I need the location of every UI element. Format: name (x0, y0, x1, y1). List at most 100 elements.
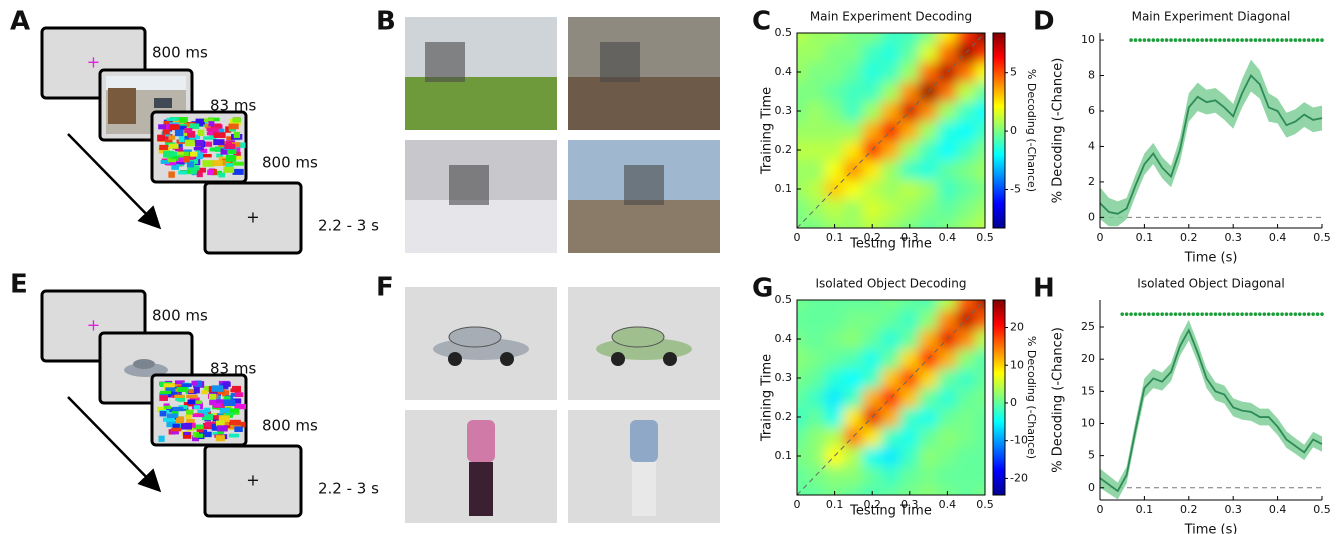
noise (174, 395, 184, 398)
heat-cell (938, 368, 958, 389)
heat-cell (844, 387, 864, 408)
noise (159, 145, 168, 150)
significance-dot (1298, 312, 1302, 316)
x-tick-label: 0.3 (1224, 503, 1242, 516)
y-axis-label: % Decoding (-Chance) (1051, 58, 1066, 204)
heat-cell (844, 198, 864, 219)
noise (186, 410, 194, 415)
y-tick-label: 0.3 (775, 104, 793, 117)
y-tick-label: 0.2 (775, 143, 793, 156)
noise (226, 155, 236, 162)
noise (157, 135, 165, 141)
mean-line (1100, 330, 1322, 491)
heat-cell (862, 446, 882, 467)
heat-cell (919, 368, 939, 389)
noise (167, 118, 178, 121)
noise (205, 432, 212, 437)
significance-dot (1214, 312, 1218, 316)
heat-cell (825, 329, 845, 350)
heat-cell (919, 407, 939, 428)
heat-cell (825, 62, 845, 83)
x-tick-label: 0.4 (939, 231, 957, 244)
heat-cell (862, 465, 882, 486)
heat-cell (806, 348, 826, 369)
heat-cell (919, 446, 939, 467)
x-tick-label: 0.4 (1269, 503, 1287, 516)
significance-dot (1227, 38, 1231, 42)
heat-cell (956, 407, 976, 428)
panel-label: A (10, 7, 30, 37)
scene-ground (405, 77, 557, 130)
heat-cell (881, 62, 901, 83)
heat-cell (825, 407, 845, 428)
significance-dot (1178, 312, 1182, 316)
significance-dot (1254, 38, 1258, 42)
heat-cell (844, 81, 864, 102)
significance-dot (1262, 312, 1266, 316)
noise (203, 136, 213, 139)
heat-cell (881, 179, 901, 200)
noise (222, 385, 228, 389)
significance-dot (1316, 312, 1320, 316)
heat-cell (956, 446, 976, 467)
colorbar-tick-label: 0 (1010, 396, 1017, 409)
noise (163, 151, 174, 158)
heat-cell (900, 198, 920, 219)
x-tick-label: 0.5 (976, 231, 994, 244)
noise (234, 426, 242, 432)
heat-cell (919, 159, 939, 180)
y-tick-label: 2 (1088, 175, 1095, 188)
x-tick-label: 0 (794, 231, 801, 244)
y-axis-label: Training Time (760, 354, 775, 442)
noise (211, 385, 223, 391)
noise (223, 167, 234, 173)
noise (175, 130, 184, 137)
significance-dot (1254, 312, 1258, 316)
noise (168, 135, 175, 139)
heat-cell (938, 81, 958, 102)
noise (207, 170, 214, 176)
heat-cell (881, 159, 901, 180)
significance-dot (1294, 312, 1298, 316)
panel-label: B (376, 7, 396, 37)
significance-dot (1271, 312, 1275, 316)
x-tick-label: 0.1 (1136, 503, 1154, 516)
y-tick-label: 20 (1081, 352, 1095, 365)
heat-cell (900, 426, 920, 447)
x-tick-label: 0.1 (1136, 231, 1154, 244)
significance-dot (1267, 38, 1271, 42)
significance-dot (1196, 312, 1200, 316)
significance-dot (1223, 312, 1227, 316)
noise (188, 400, 196, 405)
noise (220, 408, 229, 413)
panel-label: H (1033, 274, 1055, 304)
heat-cell (806, 309, 826, 330)
y-tick-label: 0.5 (775, 26, 793, 39)
heat-cell (844, 446, 864, 467)
heat-cell (900, 42, 920, 63)
significance-dot (1289, 312, 1293, 316)
wheel (611, 352, 625, 366)
heat-cell (881, 348, 901, 369)
heat-cell (956, 426, 976, 447)
x-tick-label: 0.5 (976, 498, 994, 511)
heat-cell (956, 120, 976, 141)
colorbar-tick-label: 5 (1010, 66, 1017, 79)
significance-dot (1311, 312, 1315, 316)
noise (196, 434, 203, 438)
significance-dot (1240, 38, 1244, 42)
x-tick-label: 0 (794, 498, 801, 511)
noise (167, 413, 178, 418)
heat-cell (938, 348, 958, 369)
fixation: + (246, 208, 259, 227)
heat-cell (881, 465, 901, 486)
heat-cell (881, 329, 901, 350)
noise (224, 399, 236, 406)
heat-cell (806, 179, 826, 200)
heat-cell (862, 426, 882, 447)
noise (204, 142, 212, 147)
heat-cell (900, 309, 920, 330)
significance-dot (1302, 38, 1306, 42)
heat-cell (825, 309, 845, 330)
wheel (448, 352, 462, 366)
